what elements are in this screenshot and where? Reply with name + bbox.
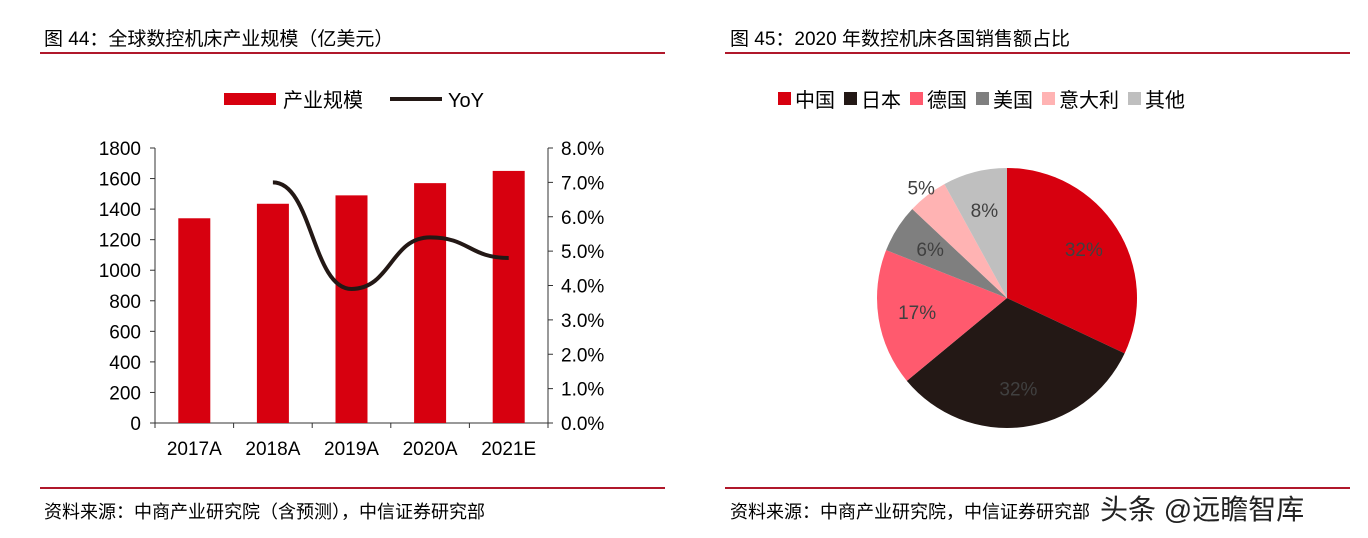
legend-label: YoY <box>448 90 484 112</box>
bar-2019A <box>335 195 368 423</box>
y-tick-label: 1000 <box>99 261 141 282</box>
pie-slice-德国 <box>876 250 1007 381</box>
pie-label: 6% <box>916 240 944 261</box>
y2-tick-label: 0.0% <box>561 414 604 435</box>
legend-label: 意大利 <box>1059 89 1119 112</box>
right-source: 资料来源：中商产业研究院，中信证券研究部 <box>730 502 1090 522</box>
left-source: 资料来源：中商产业研究院（含预测），中信证券研究部 <box>44 502 485 522</box>
legend-swatch-美国 <box>976 92 989 105</box>
legend-label: 美国 <box>993 89 1033 112</box>
legend-swatch-意大利 <box>1042 92 1055 105</box>
source-rule <box>725 487 1350 489</box>
x-tick-label: 2019A <box>324 439 379 460</box>
y2-tick-label: 2.0% <box>561 345 604 366</box>
y2-tick-label: 4.0% <box>561 277 604 298</box>
legend-label: 中国 <box>795 89 835 112</box>
bar-2018A <box>256 203 289 423</box>
pie-slice-中国 <box>1007 168 1137 354</box>
right-chart-title: 图 45：2020 年数控机床各国销售额占比 <box>730 29 1070 50</box>
watermark: 头条 @远瞻智库 <box>1100 494 1305 525</box>
left-chart-title: 图 44：全球数控机床产业规模（亿美元） <box>44 29 394 50</box>
y-tick-label: 0 <box>130 414 141 435</box>
y2-tick-label: 7.0% <box>561 173 604 194</box>
pie-label: 32% <box>1065 240 1103 261</box>
y2-tick-label: 6.0% <box>561 208 604 229</box>
pie-label: 8% <box>971 201 999 222</box>
yoy-line <box>272 180 509 291</box>
pie-slice-日本 <box>906 298 1125 429</box>
y2-tick-label: 8.0% <box>561 139 604 160</box>
legend-label: 德国 <box>927 89 967 112</box>
legend-label: 产业规模 <box>283 89 363 112</box>
legend-swatch-bar <box>224 93 276 105</box>
y2-tick-label: 1.0% <box>561 380 604 401</box>
bar-2020A <box>414 183 447 423</box>
y-tick-label: 1800 <box>99 139 141 160</box>
legend-label: 其他 <box>1145 89 1185 112</box>
bar-2021E <box>492 170 525 423</box>
y2-tick-label: 5.0% <box>561 242 604 263</box>
legend-label: 日本 <box>861 89 901 112</box>
y-tick-label: 600 <box>109 322 141 343</box>
y-tick-label: 1400 <box>99 200 141 221</box>
y-tick-label: 800 <box>109 292 141 313</box>
bar-2017A <box>178 218 211 423</box>
legend-swatch-其他 <box>1128 92 1141 105</box>
legend-swatch-德国 <box>910 92 923 105</box>
legend-swatch-日本 <box>844 92 857 105</box>
pie-label: 5% <box>907 178 935 199</box>
y-tick-label: 400 <box>109 353 141 374</box>
x-tick-label: 2021E <box>481 439 536 460</box>
pie-slice-意大利 <box>912 184 1007 298</box>
y-tick-label: 200 <box>109 383 141 404</box>
x-tick-label: 2017A <box>167 439 222 460</box>
legend-swatch-中国 <box>778 92 791 105</box>
title-rule <box>40 52 665 54</box>
source-rule <box>40 487 665 489</box>
x-tick-label: 2020A <box>403 439 458 460</box>
x-tick-label: 2018A <box>245 439 300 460</box>
y2-tick-label: 3.0% <box>561 311 604 332</box>
pie-label: 32% <box>999 379 1037 400</box>
y-tick-label: 1200 <box>99 231 141 252</box>
y-tick-label: 1600 <box>99 170 141 191</box>
pie-label: 17% <box>898 303 936 324</box>
title-rule <box>725 52 1350 54</box>
pie-slice-美国 <box>886 209 1007 298</box>
pie-slice-其他 <box>944 168 1007 298</box>
